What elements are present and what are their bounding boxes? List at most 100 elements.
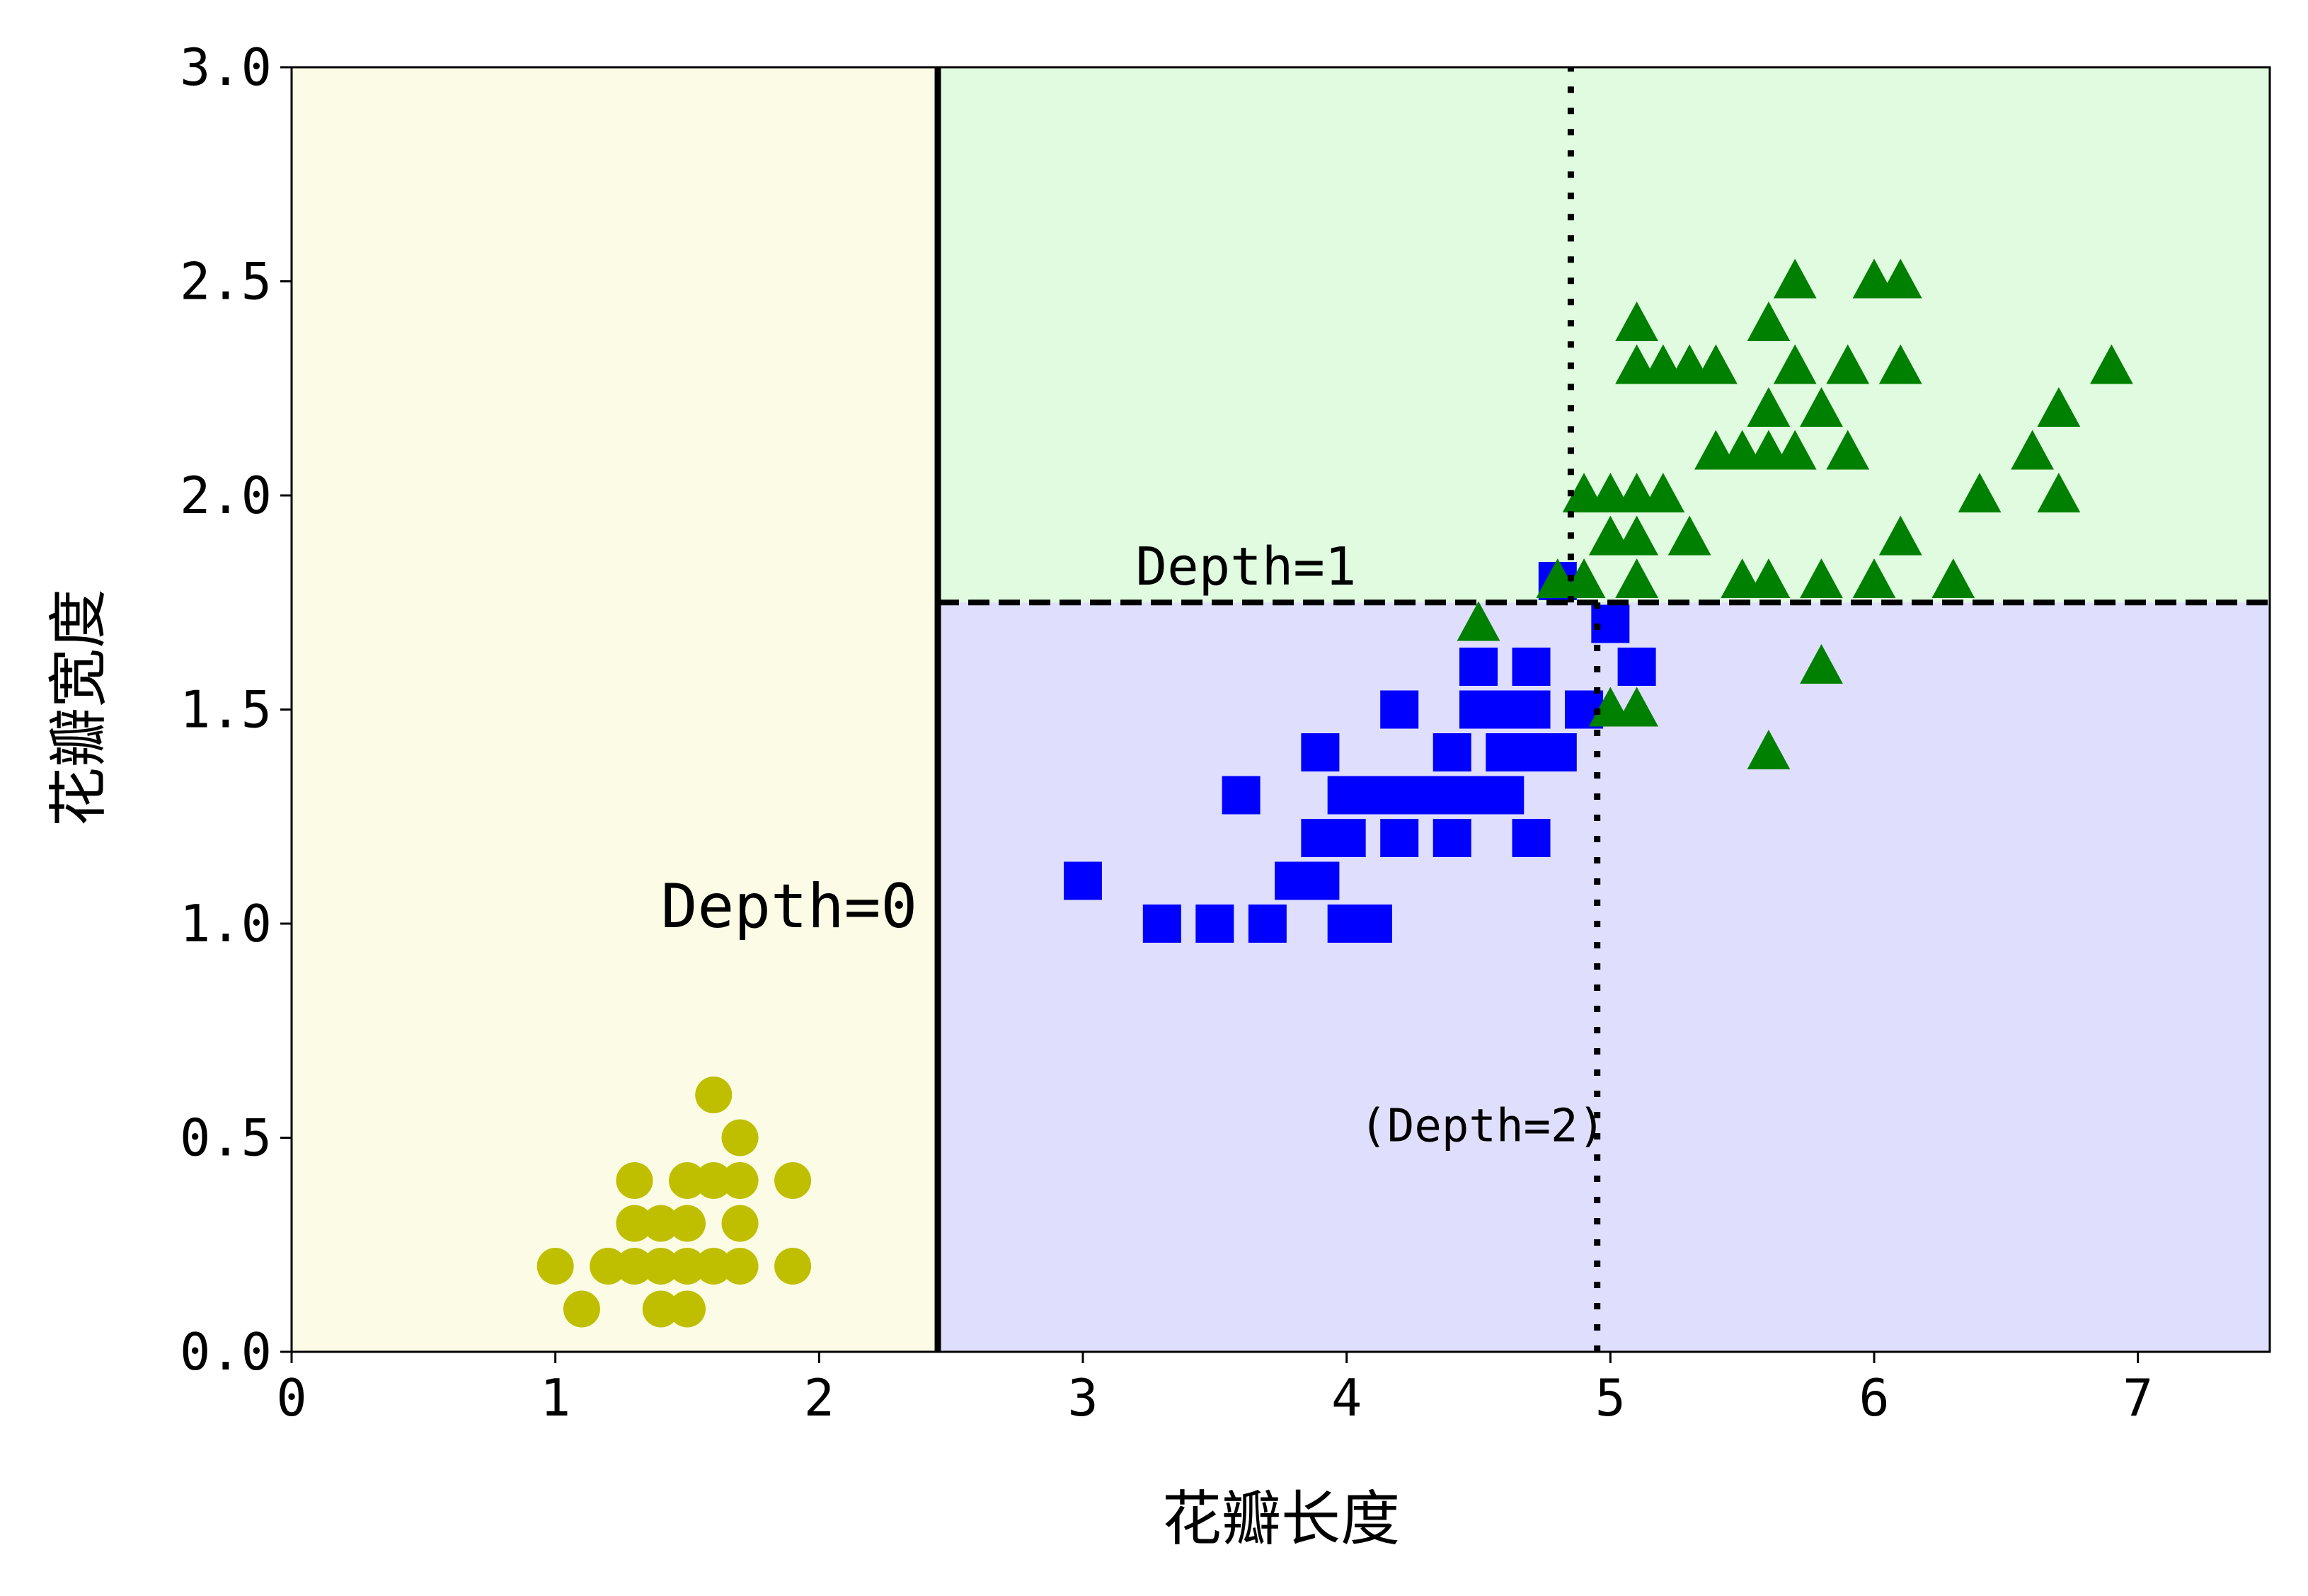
point-square	[1433, 733, 1471, 771]
y-tick-label: 1.5	[180, 680, 272, 740]
x-axis-ticks: 0 1 2 3 4 5 6 7	[276, 1352, 2153, 1428]
x-tick-label: 2	[804, 1368, 834, 1428]
y-tick-label: 2.5	[180, 252, 272, 311]
point-circle	[721, 1162, 759, 1199]
point-triangle	[2037, 473, 2081, 512]
point-triangle	[1615, 515, 1658, 556]
point-triangle	[1773, 344, 1817, 384]
point-triangle	[1826, 430, 1870, 470]
point-triangle	[1878, 258, 1922, 299]
point-circle	[774, 1162, 812, 1199]
x-tick-label: 1	[540, 1368, 570, 1428]
depth-annotation: Depth=0	[661, 871, 917, 942]
x-tick-label: 4	[1331, 1368, 1362, 1428]
point-square	[1433, 819, 1471, 857]
y-tick-label: 1.0	[180, 894, 272, 953]
point-triangle	[1878, 515, 1922, 556]
point-triangle	[1773, 430, 1817, 470]
point-circle	[721, 1248, 759, 1285]
decision-region-1	[938, 67, 2270, 603]
point-square	[1222, 776, 1261, 815]
point-circle	[695, 1077, 733, 1113]
point-triangle	[1694, 344, 1738, 384]
point-square	[1617, 648, 1656, 686]
point-triangle	[1800, 558, 1843, 598]
point-square	[1486, 776, 1525, 815]
point-square	[1538, 733, 1577, 771]
point-square	[1064, 861, 1102, 900]
point-circle	[721, 1205, 759, 1242]
data-points	[536, 258, 2133, 1328]
depth-annotation: (Depth=2)	[1360, 1101, 1605, 1153]
point-circle	[695, 1162, 733, 1199]
point-circle	[642, 1248, 679, 1285]
point-circle	[616, 1162, 653, 1199]
point-triangle	[1800, 387, 1843, 427]
x-tick-label: 3	[1067, 1368, 1098, 1428]
point-circle	[669, 1162, 706, 1199]
point-square	[1301, 733, 1340, 771]
y-tick-label: 0.0	[180, 1322, 272, 1382]
y-tick-label: 3.0	[180, 38, 272, 97]
point-triangle	[1773, 258, 1817, 299]
decision-regions	[292, 67, 2270, 1352]
point-circle	[563, 1290, 600, 1328]
point-circle	[669, 1205, 706, 1242]
point-circle	[695, 1248, 733, 1285]
x-tick-label: 7	[2123, 1368, 2153, 1428]
point-circle	[616, 1248, 653, 1285]
point-triangle	[1878, 344, 1922, 384]
point-square	[1380, 690, 1419, 729]
point-circle	[669, 1290, 706, 1328]
point-triangle	[1747, 302, 1791, 341]
decision-boundaries	[934, 67, 2270, 1352]
x-axis-label: 花瓣长度	[1162, 1484, 1400, 1554]
point-square	[1301, 861, 1340, 900]
point-triangle	[1852, 558, 1896, 598]
point-circle	[616, 1205, 653, 1242]
x-tick-label: 6	[1859, 1368, 1889, 1428]
point-square	[1512, 690, 1551, 729]
point-triangle	[1615, 687, 1658, 727]
depth-annotation: Depth=1	[1136, 536, 1357, 597]
decision-region-2	[938, 602, 2270, 1352]
point-square	[1512, 819, 1551, 857]
point-triangle	[1826, 344, 1870, 384]
y-tick-label: 0.5	[180, 1108, 272, 1168]
depth-annotations: Depth=0 Depth=1 (Depth=2)	[661, 536, 1605, 1153]
point-square	[1512, 648, 1551, 686]
point-circle	[642, 1205, 679, 1242]
point-square	[1195, 905, 1234, 943]
decision-region-0	[292, 67, 938, 1352]
point-circle	[590, 1248, 627, 1285]
point-triangle	[1641, 473, 1685, 512]
point-square	[1248, 905, 1287, 943]
point-triangle	[1800, 644, 1843, 684]
point-circle	[721, 1119, 759, 1156]
point-triangle	[1457, 601, 1500, 641]
y-axis-ticks: 0.0 0.5 1.0 1.5 2.0 2.5 3.0	[180, 38, 292, 1382]
point-square	[1353, 905, 1392, 943]
point-triangle	[1747, 730, 1791, 769]
point-triangle	[2090, 344, 2133, 384]
point-triangle	[1615, 302, 1658, 341]
point-triangle	[1667, 515, 1711, 556]
point-circle	[774, 1248, 812, 1285]
y-tick-label: 2.0	[180, 466, 272, 525]
x-tick-label: 5	[1595, 1368, 1626, 1428]
point-triangle	[2037, 387, 2081, 427]
point-triangle	[1615, 558, 1658, 598]
point-square	[1459, 648, 1498, 686]
point-triangle	[1747, 387, 1791, 427]
point-triangle	[1747, 558, 1791, 598]
point-square	[1142, 905, 1181, 943]
point-triangle	[1931, 558, 1975, 598]
point-triangle	[2011, 430, 2054, 470]
x-tick-label: 0	[276, 1368, 306, 1428]
point-square	[1327, 819, 1366, 857]
point-circle	[536, 1248, 574, 1285]
point-circle	[642, 1290, 679, 1328]
point-triangle	[1562, 558, 1606, 598]
